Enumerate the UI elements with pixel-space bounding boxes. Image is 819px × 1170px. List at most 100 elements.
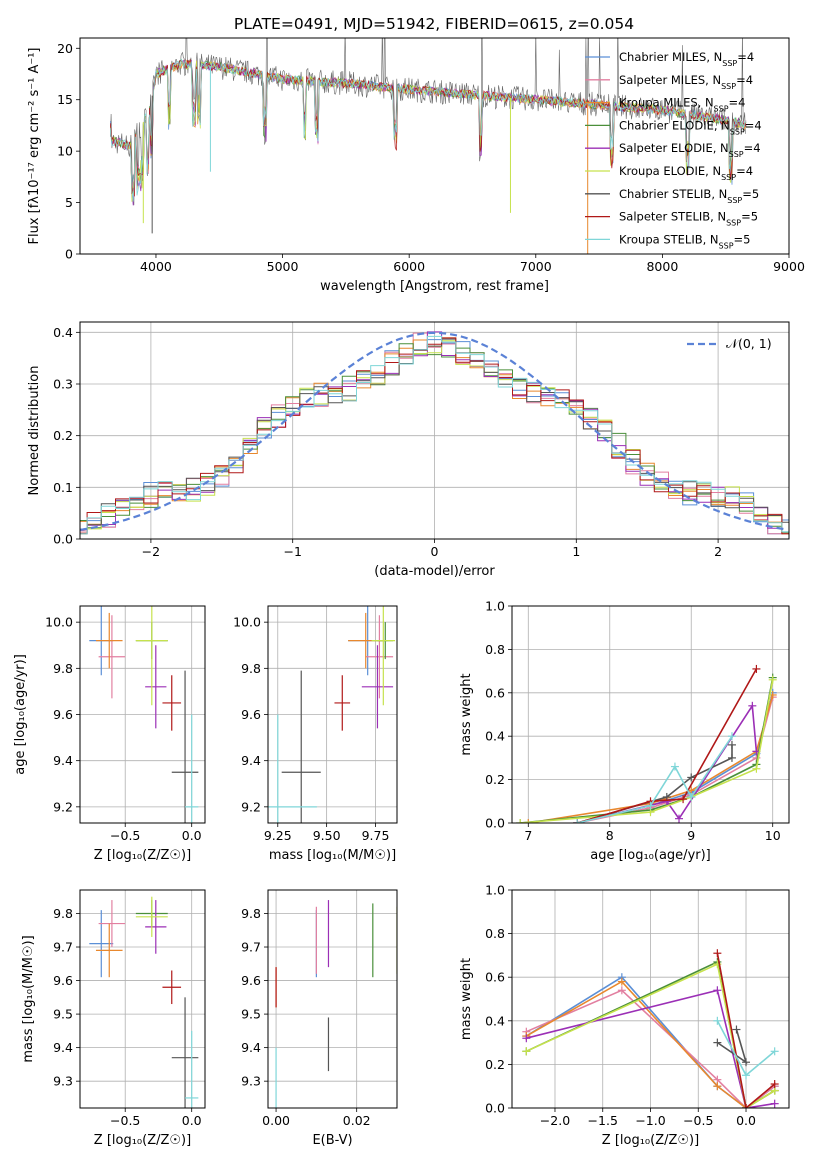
spectrum-line [110,58,747,202]
x-tick-label: −1.5 [588,1113,618,1128]
y-tick-label: 9.8 [241,906,261,921]
figure-title: PLATE=0491, MJD=51942, FIBERID=0615, z=0… [234,15,634,33]
legend-label: Salpeter STELIB, NSSP=5 [619,210,758,228]
mass-vs-extinction-panel: 0.00 0.02 9.3 9.4 9.5 9.6 9.7 9.8 E(B-V) [241,889,398,1148]
x-tick-label: 2 [714,544,722,559]
y-tick-label: 9.5 [241,1007,261,1022]
y-tick-label: 9.2 [53,799,73,814]
legend-label: Chabrier MILES, NSSP=4 [619,50,754,68]
y-tick-label: 9.4 [241,753,261,768]
y-axis-label: mass weight [459,958,474,1040]
x-axis-label: Z [log₁₀(Z/Z☉)] [602,1133,699,1148]
x-tick-label: −1 [283,544,301,559]
x-tick-label: −2 [142,544,160,559]
x-tick-label: 0.00 [262,1113,290,1128]
y-tick-label: 9.6 [241,973,261,988]
y-tick-label: 5 [65,195,73,210]
y-tick-label: 0.3 [53,377,73,392]
legend-label: Salpeter MILES, NSSP=4 [619,73,753,91]
y-tick-label: 1.0 [485,883,505,898]
y-tick-label: 9.6 [53,707,73,722]
y-tick-label: 0.2 [485,772,505,787]
legend-label: Chabrier STELIB, NSSP=5 [619,187,759,205]
mass-weight-vs-age-panel: 7 8 9 10 0.0 0.2 0.4 0.6 0.8 1.0 age [log₁₀(age/yr… [459,599,790,863]
y-tick-label: 9.2 [241,799,261,814]
x-axis-label: (data-model)/error [374,564,495,579]
y-tick-label: 9.4 [241,1040,261,1055]
y-axis-label: mass [log₁₀(M/M☉)] [21,935,36,1062]
axes-frame [511,889,790,1109]
age-vs-mass-panel: 9.25 9.50 9.75 9.2 9.4 9.6 9.8 10.0 mass [log₁₀(… [233,605,398,863]
plot-area [522,949,779,1108]
y-tick-label: 9.8 [241,661,261,676]
x-tick-label: 1 [572,544,580,559]
y-tick-label: 0 [65,247,73,262]
legend-label: Chabrier ELODIE, NSSP=4 [619,118,762,136]
plot-area [110,38,747,254]
mass-vs-metallicity-panel: −0.5 0.0 9.3 9.4 9.5 9.6 9.7 9.8 Z [log₁₀(Z/Z☉)]… [21,889,206,1148]
y-tick-label: 9.6 [53,973,73,988]
x-tick-label: 9 [687,828,695,843]
x-tick-label: 5000 [267,259,299,274]
x-tick-label: 0.0 [182,1113,202,1128]
y-axis-label: age [log₁₀(age/yr)] [13,654,28,775]
residual-distribution-panel: −2 −1 0 1 2 0.0 0.1 0.2 0.3 0.4 (data-model)/error… [27,321,790,579]
y-tick-label: 0.0 [485,1101,505,1116]
y-axis-label: Normed distribution [27,366,42,496]
y-axis-label: mass weight [459,673,474,755]
age-vs-metallicity-panel: −0.5 0.0 9.2 9.4 9.6 9.8 10.0 Z [log₁₀(Z/Z☉)] ag… [13,605,206,863]
x-axis-label: wavelength [Angstrom, rest frame] [320,279,549,294]
histogram-step [80,340,789,535]
plot-area [89,606,199,823]
legend-label: Kroupa STELIB, NSSP=5 [619,232,750,250]
x-tick-label: 7000 [520,259,552,274]
x-tick-label: 6000 [393,259,425,274]
plot-area [516,664,777,823]
y-tick-label: 9.7 [241,940,261,955]
x-axis-label: age [log₁₀(age/yr)] [590,848,711,863]
y-tick-label: 0.1 [53,480,73,495]
spectrum-line [110,58,747,197]
mass-weight-line [576,668,758,823]
y-tick-label: 9.8 [53,661,73,676]
y-tick-label: 9.7 [53,940,73,955]
x-tick-label: 9.25 [264,828,292,843]
axes-frame [267,889,398,1109]
x-tick-label: 7 [524,828,532,843]
y-tick-label: 10 [57,144,73,159]
y-tick-label: 20 [57,41,73,56]
y-tick-label: 0.0 [485,816,505,831]
plot-area [80,331,789,535]
histogram-step [80,338,789,530]
x-tick-label: 0.02 [343,1113,371,1128]
mass-weight-line [520,679,774,823]
y-axis-label: Flux [fλ10⁻¹⁷ erg cm⁻² s⁻¹ A⁻¹] [27,48,42,245]
y-tick-label: 10.0 [233,615,261,630]
y-tick-label: 0.2 [485,1057,505,1072]
normal-curve [80,331,787,531]
x-tick-label: 0 [431,544,439,559]
y-tick-label: 0.6 [485,970,505,985]
y-tick-label: 9.6 [241,707,261,722]
x-tick-label: −2.0 [540,1113,570,1128]
legend-label: 𝒩(0, 1) [726,336,772,351]
y-tick-label: 0.4 [485,1013,505,1028]
spectrum-line [110,60,747,206]
plot-area [268,606,396,823]
x-tick-label: −0.5 [110,828,140,843]
axes-frame [267,605,398,824]
mass-weight-line [716,953,776,1108]
mass-weight-line [525,962,776,1108]
axes-frame [79,889,206,1109]
plot-area [89,896,199,1108]
x-tick-label: 0.0 [736,1113,756,1128]
x-tick-label: 8 [606,828,614,843]
x-tick-label: 9.75 [362,828,390,843]
y-tick-label: 0.4 [485,729,505,744]
spectrum-panel: 4000 5000 6000 7000 8000 9000 0 5 10 15 20 waveleng… [27,37,805,294]
x-tick-label: −0.5 [683,1113,713,1128]
y-tick-label: 1.0 [485,599,505,614]
y-tick-label: 0.0 [53,532,73,547]
x-tick-label: 0.0 [182,828,202,843]
